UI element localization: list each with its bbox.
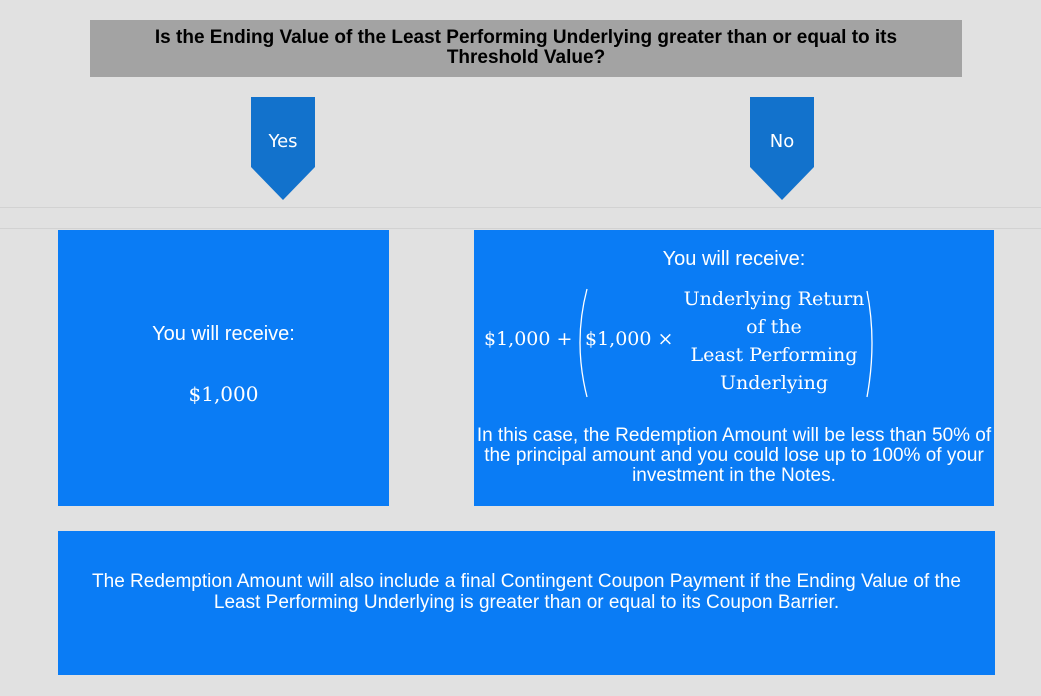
yes-amount: $1,000	[188, 382, 259, 406]
yes-arrow-shape	[251, 97, 315, 200]
formula-principal-times: $1,000 ×	[585, 328, 674, 350]
formula-line-1: Underlying Return	[683, 288, 865, 310]
yes-label: Yes	[268, 131, 298, 152]
no-arrow: No	[750, 97, 814, 201]
band-divider-top	[0, 207, 1041, 208]
no-case-note: In this case, the Redemption Amount will…	[476, 425, 992, 486]
question-text: Is the Ending Value of the Least Perform…	[154, 27, 898, 68]
question-box: Is the Ending Value of the Least Perform…	[90, 20, 962, 77]
formula-line-2: of the	[746, 316, 802, 338]
no-label: No	[769, 131, 795, 152]
redemption-formula: $1,000 + $1,000 × Underlying Return of t…	[474, 285, 994, 405]
formula-line-3: Least Performing	[690, 344, 858, 366]
formula-parentheses	[579, 288, 873, 398]
yes-arrow: Yes	[251, 97, 315, 201]
band-divider-bottom	[0, 228, 1041, 229]
yes-outcome-box: You will receive: $1,000	[58, 230, 389, 506]
formula-principal-plus: $1,000 +	[484, 328, 573, 350]
yes-receive-text: You will receive:	[152, 323, 295, 345]
formula-fraction: Underlying Return of the Least Performin…	[680, 285, 868, 397]
coupon-note-box: The Redemption Amount will also include …	[58, 531, 995, 675]
no-arrow-shape	[750, 97, 814, 200]
no-receive-text: You will receive:	[662, 248, 806, 270]
coupon-note-text: The Redemption Amount will also include …	[92, 571, 961, 613]
formula-line-4: Underlying	[719, 372, 829, 394]
no-outcome-box: You will receive: $1,000 + $1,000 × Unde…	[474, 230, 994, 506]
